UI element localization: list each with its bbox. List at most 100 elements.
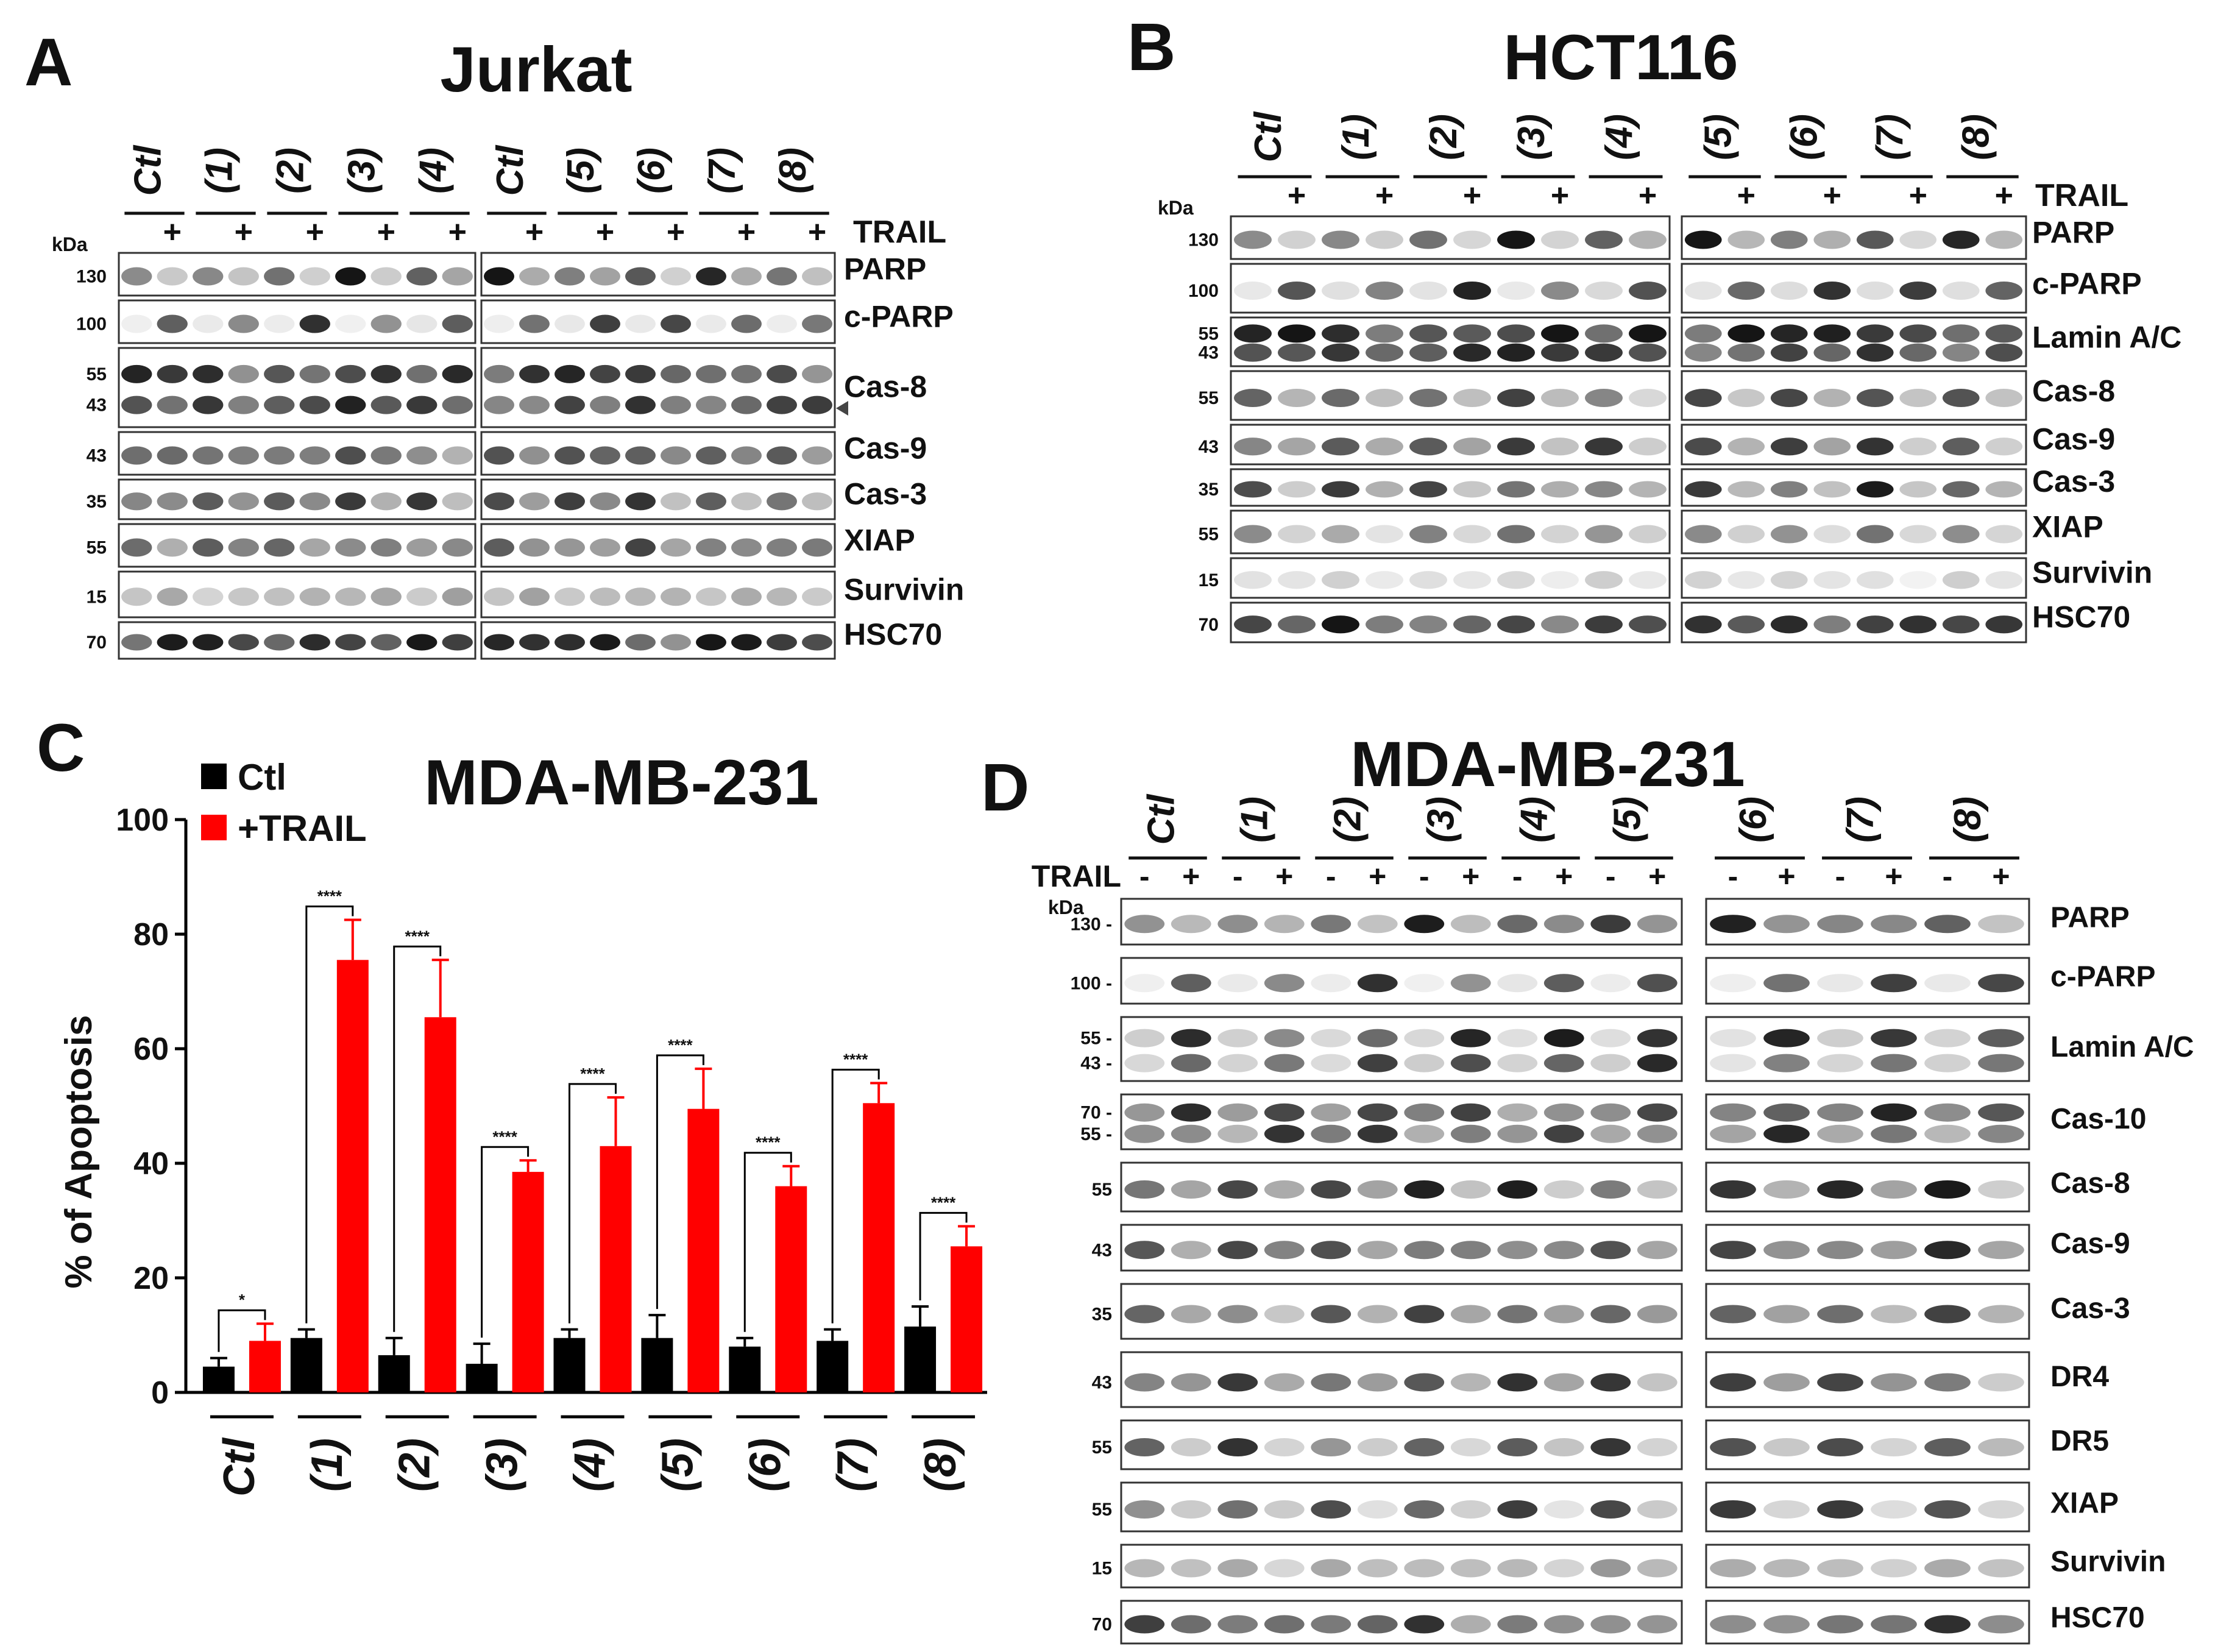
blot-band — [1684, 343, 1722, 362]
blot-band — [1450, 1241, 1491, 1260]
trail-sign: + — [1462, 859, 1479, 893]
blot-band — [370, 587, 402, 606]
blot-box — [1705, 1016, 2030, 1082]
blot-band — [1404, 1241, 1445, 1260]
blot-box — [1230, 509, 1671, 555]
blot-band — [1171, 1054, 1211, 1072]
blot-band — [484, 267, 514, 286]
blot-band — [121, 267, 152, 286]
blot-band — [1264, 1241, 1305, 1260]
blot-band — [1942, 343, 1980, 362]
blot-band — [299, 267, 330, 286]
mw-marker: 35 — [1092, 1305, 1112, 1325]
blot-band — [1763, 974, 1810, 993]
blot-band — [228, 446, 259, 465]
blot-band — [1234, 389, 1272, 407]
blot-band — [1541, 571, 1579, 589]
blot-band — [1871, 1559, 1917, 1578]
blot-box — [118, 523, 477, 568]
blot-band — [1543, 1305, 1584, 1324]
protein-label: Cas-8 — [2032, 374, 2115, 408]
blot-band — [1497, 1615, 1538, 1634]
blot-band — [1684, 282, 1722, 300]
blot-band — [1942, 571, 1980, 589]
blot-band — [1684, 571, 1722, 589]
blot-band — [625, 314, 656, 333]
blot-band — [1590, 1103, 1631, 1122]
blot-band — [1409, 438, 1447, 456]
blot-band — [1817, 1124, 1863, 1143]
blot-band — [1450, 1559, 1491, 1578]
lane-group-label: (6) — [1732, 796, 1774, 843]
blot-band — [1124, 1373, 1165, 1392]
trail-sign: + — [1992, 859, 2010, 893]
blot-band — [1217, 1103, 1258, 1122]
blot-band — [1637, 1124, 1678, 1143]
blot-band — [1590, 974, 1631, 993]
blot-band — [1710, 915, 1756, 934]
blot-band — [228, 538, 259, 557]
mw-marker: 70 - — [1080, 1103, 1112, 1123]
blot-band — [121, 538, 152, 557]
lane-group-label: (3) — [1420, 796, 1462, 843]
y-tick-label: 100 — [116, 803, 169, 838]
blot-band — [1942, 438, 1980, 456]
blot-band — [1763, 1500, 1810, 1519]
lane-group-label: (1) — [199, 147, 241, 194]
blot-band — [1366, 230, 1403, 249]
blot-band — [1171, 1103, 1211, 1122]
blot-band — [1924, 1124, 1971, 1143]
lane-group-label: (7) — [1840, 796, 1882, 843]
blot-band — [1763, 1305, 1810, 1324]
trail-sign: + — [1369, 859, 1386, 893]
blot-band — [1590, 1180, 1631, 1199]
blot-band — [1453, 343, 1491, 362]
blot-band — [299, 538, 330, 557]
blot-band — [370, 492, 402, 511]
blot-band — [696, 492, 726, 511]
blot-band — [370, 446, 402, 465]
protein-label: XIAP — [2050, 1487, 2119, 1520]
blot-band — [1684, 324, 1722, 343]
blot-band — [731, 446, 762, 465]
blot-band — [1497, 1559, 1538, 1578]
mw-marker: 55 — [1092, 1500, 1112, 1520]
blot-band — [1311, 1124, 1352, 1143]
significance-label: **** — [405, 927, 430, 945]
blot-band — [1985, 230, 2023, 249]
blot-band — [1985, 282, 2023, 300]
blot-band — [1924, 974, 1971, 993]
blot-band — [1763, 1373, 1810, 1392]
trail-sign: + — [1885, 859, 1902, 893]
blot-band — [1763, 1559, 1810, 1578]
blot-band — [157, 634, 188, 651]
blot-band — [1817, 1180, 1863, 1199]
blot-band — [590, 267, 620, 286]
blot-band — [1710, 1305, 1756, 1324]
blot-band — [1409, 389, 1447, 407]
blot-band — [1590, 1054, 1631, 1072]
lane-group-label: (3) — [1511, 114, 1553, 160]
blot-band — [1171, 1500, 1211, 1519]
blot-band — [264, 446, 295, 465]
lane-group-label: Ctl — [1141, 793, 1183, 845]
blot-band — [1264, 1029, 1305, 1048]
blot-band — [1978, 1054, 2024, 1072]
blot-band — [1710, 1241, 1756, 1260]
blot-band — [335, 364, 366, 383]
blot-band — [1278, 343, 1316, 362]
blot-band — [1217, 915, 1258, 934]
lane-group-label: Ctl — [489, 144, 531, 196]
blot-band — [1770, 525, 1808, 544]
blot-band — [625, 634, 656, 651]
blot-band — [731, 587, 762, 606]
blot-band — [1171, 974, 1211, 993]
blot-band — [554, 492, 585, 511]
blot-band — [1684, 438, 1722, 456]
blot-band — [1856, 525, 1894, 544]
mw-marker: 43 — [1199, 437, 1219, 457]
blot-band — [1409, 571, 1447, 589]
blot-band — [1357, 1054, 1398, 1072]
mw-marker: 130 - — [1071, 914, 1112, 934]
bar-ctl — [466, 1364, 498, 1392]
